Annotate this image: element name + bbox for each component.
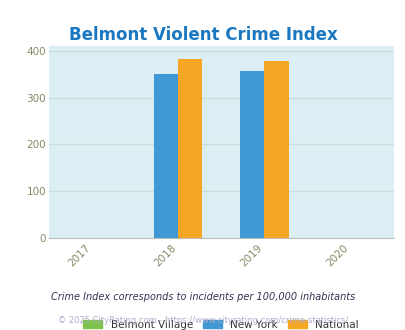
Text: Belmont Violent Crime Index: Belmont Violent Crime Index bbox=[68, 26, 337, 45]
Bar bbox=[178, 59, 202, 238]
Bar bbox=[264, 61, 288, 238]
Bar bbox=[240, 71, 264, 238]
Bar bbox=[153, 74, 178, 238]
Text: © 2025 CityRating.com - https://www.cityrating.com/crime-statistics/: © 2025 CityRating.com - https://www.city… bbox=[58, 315, 347, 325]
Text: Crime Index corresponds to incidents per 100,000 inhabitants: Crime Index corresponds to incidents per… bbox=[51, 292, 354, 302]
Legend: Belmont Village, New York, National: Belmont Village, New York, National bbox=[79, 315, 362, 330]
